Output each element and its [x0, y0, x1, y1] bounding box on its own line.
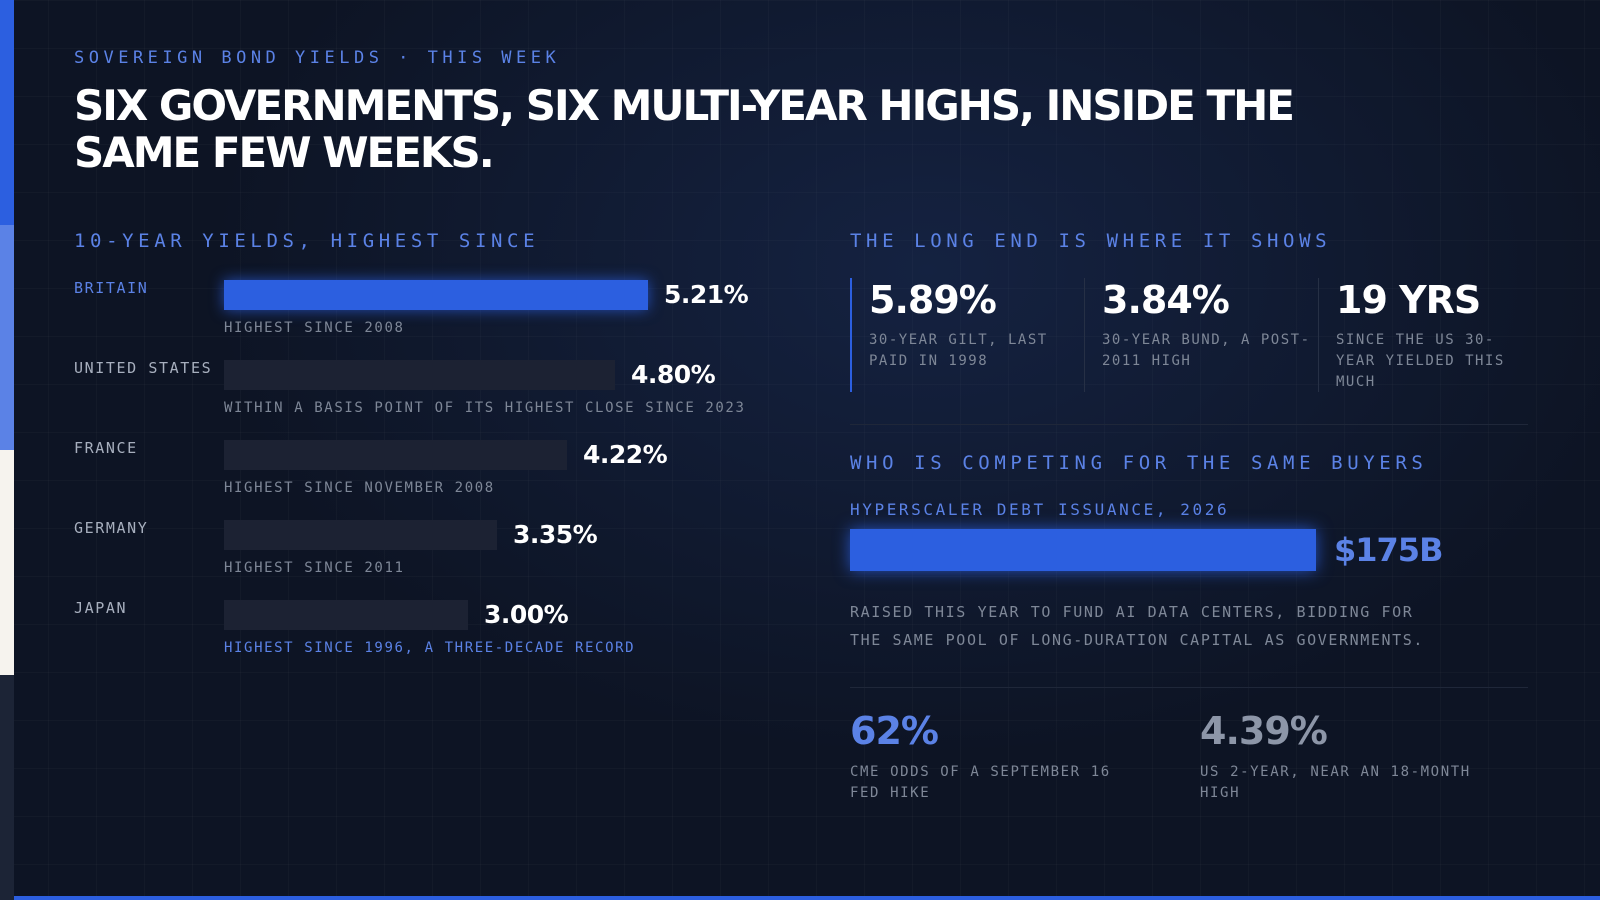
headline: SIX GOVERNMENTS, SIX MULTI-YEAR HIGHS, I…: [74, 81, 1295, 177]
divider: [850, 687, 1528, 688]
stat-us-2y: 4.39% US 2-YEAR, NEAR AN 18-MONTH HIGH: [1200, 708, 1500, 804]
stat-value: 19 YRS: [1336, 278, 1481, 322]
country-label: UNITED STATES: [74, 359, 213, 377]
issuance-note: RAISED THIS YEAR TO FUND AI DATA CENTERS…: [850, 603, 1425, 649]
bottom-rule: [14, 896, 1600, 900]
bar-row: GERMANY 3.35% HIGHEST SINCE 2011: [74, 516, 774, 596]
bar-note: HIGHEST SINCE 2008: [224, 320, 405, 336]
bar-note: HIGHEST SINCE NOVEMBER 2008: [224, 480, 495, 496]
bar-note: HIGHEST SINCE 2011: [224, 560, 405, 576]
stat-label: SINCE THE US 30-YEAR YIELDED THIS MUCH: [1336, 332, 1505, 390]
country-label: JAPAN: [74, 599, 128, 617]
bar-row: BRITAIN 5.21% HIGHEST SINCE 2008: [74, 276, 774, 356]
stat-us-30y: 19 YRS SINCE THE US 30-YEAR YIELDED THIS…: [1318, 278, 1516, 392]
country-label: BRITAIN: [74, 279, 149, 297]
divider: [850, 424, 1528, 425]
bar: [224, 440, 567, 470]
accent-strip-4: [0, 675, 14, 900]
stat-label: US 2-YEAR, NEAR AN 18-MONTH HIGH: [1200, 764, 1471, 801]
stat-value: 4.39%: [1200, 709, 1328, 753]
bar-row: FRANCE 4.22% HIGHEST SINCE NOVEMBER 2008: [74, 436, 774, 516]
bar-value-label: 4.80%: [631, 360, 716, 389]
bar-row: JAPAN 3.00% HIGHEST SINCE 1996, A THREE-DE…: [74, 596, 774, 676]
yield-bar-chart: BRITAIN 5.21% HIGHEST SINCE 2008 UNITED STA…: [74, 276, 774, 676]
issuance-value: $175B: [1334, 531, 1443, 569]
bar-value-label: 3.35%: [513, 520, 598, 549]
stat-30y-bund: 3.84% 30-YEAR BUND, A POST-2011 HIGH: [1084, 278, 1317, 392]
bar-row: UNITED STATES 4.80% WITHIN A BASIS POINT O…: [74, 356, 774, 436]
stat-value: 5.89%: [869, 278, 997, 322]
stat-30y-gilt: 5.89% 30-YEAR GILT, LAST PAID IN 1998: [850, 278, 1084, 392]
competition-title: WHO IS COMPETING FOR THE SAME BUYERS: [850, 452, 1428, 474]
bar-note: HIGHEST SINCE 1996, A THREE-DECADE RECOR…: [224, 640, 636, 656]
issuance-bar: [850, 529, 1316, 571]
left-section-title: 10-YEAR YIELDS, HIGHEST SINCE: [74, 230, 540, 252]
bar-value-label: 3.00%: [484, 600, 569, 629]
bar: [224, 360, 615, 390]
country-label: GERMANY: [74, 519, 149, 537]
bar: [224, 280, 648, 310]
stat-label: 30-YEAR GILT, LAST PAID IN 1998: [869, 332, 1048, 369]
stat-value: 62%: [850, 709, 939, 753]
stat-label: CME ODDS OF A SEPTEMBER 16 FED HIKE: [850, 764, 1111, 801]
issuance-label: HYPERSCALER DEBT ISSUANCE, 2026: [850, 500, 1230, 519]
bar: [224, 520, 497, 550]
country-label: FRANCE: [74, 439, 138, 457]
long-end-title: THE LONG END IS WHERE IT SHOWS: [850, 230, 1332, 252]
bar-value-label: 5.21%: [664, 280, 749, 309]
accent-strip-1: [0, 0, 14, 225]
long-end-stats: 5.89% 30-YEAR GILT, LAST PAID IN 1998 3.…: [850, 278, 1530, 392]
stat-value: 3.84%: [1102, 278, 1230, 322]
accent-strip-3: [0, 450, 14, 675]
eyebrow: SOVEREIGN BOND YIELDS · THIS WEEK: [74, 48, 561, 68]
accent-strip-2: [0, 225, 14, 450]
stat-label: 30-YEAR BUND, A POST-2011 HIGH: [1102, 332, 1311, 369]
bar-note: WITHIN A BASIS POINT OF ITS HIGHEST CLOS…: [224, 400, 746, 416]
bar: [224, 600, 468, 630]
stat-fed-hike-odds: 62% CME ODDS OF A SEPTEMBER 16 FED HIKE: [850, 708, 1150, 804]
bar-value-label: 4.22%: [583, 440, 668, 469]
